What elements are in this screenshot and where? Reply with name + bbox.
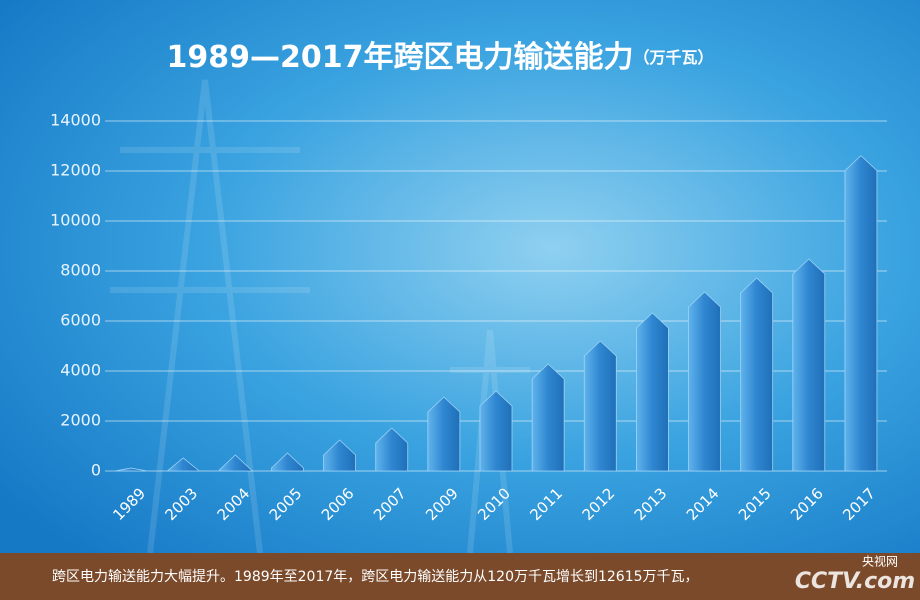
bar — [583, 340, 617, 472]
chart-title: 1989—2017年跨区电力输送能力（万千瓦） — [166, 40, 713, 75]
y-tick-label: 2000 — [60, 411, 101, 430]
bar — [323, 439, 356, 472]
bar — [792, 258, 826, 472]
bar — [740, 277, 774, 472]
caption: 跨区电力输送能力大幅提升。1989年至2017年，跨区电力输送能力从120万千瓦… — [52, 569, 699, 585]
title-text: 1989—2017年跨区电力输送能力 — [166, 40, 633, 75]
y-tick-label: 14000 — [50, 111, 101, 130]
bar — [375, 427, 409, 472]
bar — [427, 396, 461, 472]
y-tick-label: 12000 — [50, 161, 101, 180]
y-tick-label: 4000 — [60, 361, 101, 380]
y-tick-label: 8000 — [60, 261, 101, 280]
bar — [218, 454, 252, 472]
unit-text: （万千瓦） — [633, 48, 713, 67]
tower-decoration — [110, 79, 530, 554]
y-tick-label: 10000 — [50, 211, 101, 230]
caption-bar — [0, 553, 920, 600]
bar — [531, 363, 565, 472]
bar — [271, 452, 304, 472]
bar — [114, 467, 148, 472]
bar — [688, 291, 721, 472]
bar — [166, 457, 201, 472]
bar — [844, 155, 878, 472]
y-tick-label: 0 — [91, 461, 101, 480]
bar — [636, 312, 669, 472]
y-tick-label: 6000 — [60, 311, 101, 330]
logo-en: CCTV.com — [795, 569, 915, 594]
logo-cn: 央视网 — [862, 554, 898, 569]
bar — [479, 390, 513, 472]
